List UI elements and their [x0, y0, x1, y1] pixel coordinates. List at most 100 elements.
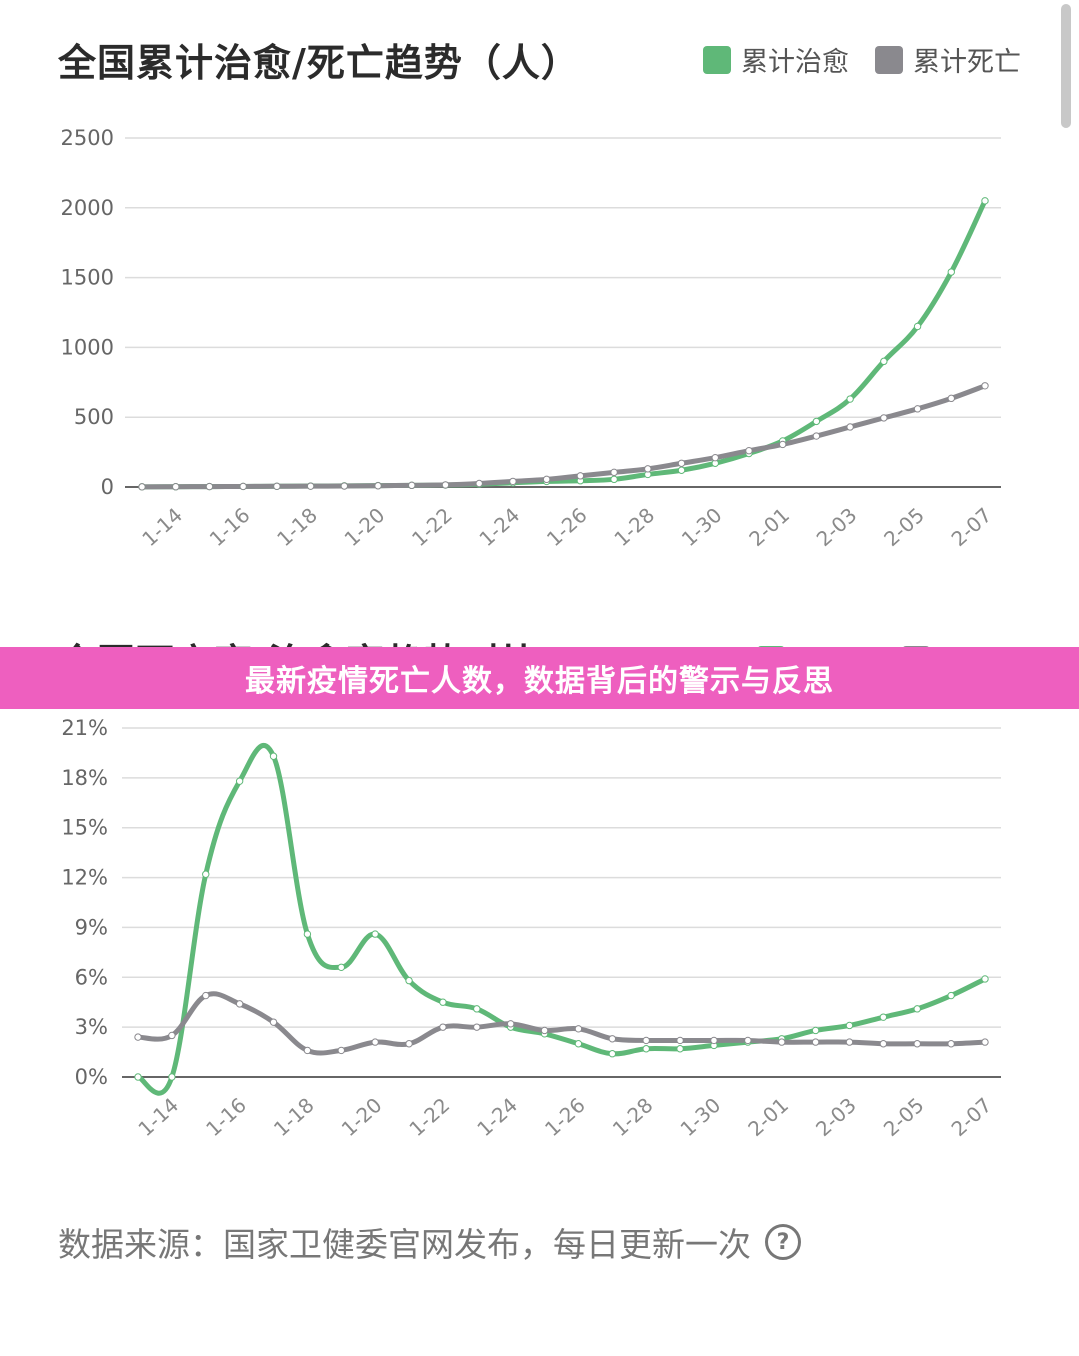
x-tick-label: 2-03 [811, 1093, 861, 1141]
data-point [880, 414, 888, 422]
data-point [303, 1046, 312, 1055]
x-tick-label: 1-22 [407, 503, 457, 551]
data-point [846, 423, 854, 431]
data-point [439, 998, 447, 1006]
x-tick-label: 1-28 [609, 503, 659, 551]
data-point [439, 1023, 447, 1031]
y-tick-label: 0% [75, 1065, 108, 1089]
legend-item-deaths[interactable]: 累计死亡 [875, 40, 1021, 79]
y-tick-label: 3% [75, 1015, 108, 1039]
data-point [642, 1045, 650, 1053]
legend-item-recovered[interactable]: 累计治愈 [703, 40, 849, 79]
data-point [981, 382, 989, 390]
series-line-green [135, 742, 988, 1096]
data-point [269, 752, 278, 760]
data-point [576, 472, 585, 480]
data-point [677, 459, 686, 467]
data-point [947, 268, 955, 276]
x-tick-label: 2-01 [744, 503, 794, 551]
data-point [441, 481, 450, 489]
x-tick-label: 2-03 [812, 503, 862, 551]
data-point [509, 477, 517, 486]
data-point [880, 357, 888, 366]
y-tick-label: 1000 [61, 335, 114, 359]
y-tick-label: 2000 [61, 196, 114, 220]
data-point [374, 482, 382, 490]
data-point [405, 1040, 413, 1048]
scrollbar[interactable] [1061, 4, 1071, 128]
data-point [542, 475, 551, 484]
data-point [306, 482, 315, 490]
data-point [913, 405, 922, 413]
help-icon[interactable]: ? [765, 1224, 801, 1260]
x-tick-label: 1-26 [540, 1093, 590, 1141]
data-point [405, 976, 413, 985]
x-tick-label: 2-07 [947, 1093, 997, 1141]
series-line-green [139, 198, 988, 490]
chart-title: 全国累计治愈/死亡趋势（人） [58, 41, 580, 85]
data-point [134, 1073, 142, 1081]
data-point [676, 1036, 684, 1045]
data-point [506, 1020, 515, 1028]
data-point [138, 483, 146, 491]
x-tick-label: 1-20 [340, 503, 390, 551]
data-point [811, 1038, 820, 1046]
y-tick-label: 21% [61, 716, 108, 740]
data-point [239, 482, 247, 491]
x-tick-label: 1-16 [205, 503, 255, 551]
data-point [273, 482, 281, 491]
x-tick-label: 1-18 [272, 503, 322, 551]
x-tick-label: 1-28 [608, 1093, 658, 1141]
data-point [879, 1040, 888, 1048]
y-tick-label: 15% [61, 816, 108, 840]
data-point [473, 1005, 481, 1013]
data-point [744, 1036, 752, 1045]
y-tick-label: 2500 [61, 126, 114, 150]
data-point [642, 1036, 650, 1045]
data-point [947, 394, 955, 403]
y-tick-label: 0 [101, 475, 114, 499]
data-point [812, 432, 821, 440]
data-point [846, 395, 854, 403]
data-point [337, 963, 345, 972]
data-point [574, 1040, 583, 1048]
data-point [981, 197, 989, 205]
x-tick-label: 1-14 [137, 503, 187, 551]
data-point [608, 1050, 617, 1058]
data-point [812, 417, 821, 426]
data-point [303, 930, 312, 938]
x-tick-label: 1-14 [133, 1093, 183, 1141]
data-point [677, 466, 686, 474]
data-point [778, 440, 787, 449]
cumulative-chart: 全国累计治愈/死亡趋势（人） 累计治愈 累计死亡 0 500 1000 1500 200… [0, 0, 1079, 590]
data-point [205, 482, 214, 491]
data-point [745, 447, 753, 455]
data-point [710, 1036, 718, 1045]
data-point [168, 1073, 176, 1081]
data-point [371, 1038, 379, 1046]
legend-label: 累计治愈 [741, 47, 849, 78]
data-point [845, 1021, 854, 1030]
data-point [540, 1026, 549, 1035]
data-point [608, 1035, 617, 1043]
x-tick-label: 1-16 [201, 1093, 251, 1141]
data-point [337, 1046, 345, 1055]
data-point [610, 468, 618, 477]
data-point [811, 1026, 820, 1035]
data-point [947, 1040, 955, 1048]
data-point [473, 1023, 481, 1031]
source-text: 数据来源：国家卫健委官网发布，每日更新一次 [58, 1225, 751, 1264]
data-point [134, 1033, 142, 1041]
data-point [981, 1038, 989, 1046]
headline-text: 最新疫情死亡人数，数据背后的警示与反思 [245, 664, 834, 699]
y-tick-label: 12% [61, 866, 108, 890]
data-point [913, 1005, 921, 1013]
chart-legend: 累计治愈 累计死亡 [703, 40, 1021, 79]
data-point [845, 1038, 854, 1046]
data-point [574, 1025, 583, 1033]
data-point [947, 991, 955, 1000]
data-point [269, 1018, 278, 1026]
data-point [879, 1013, 888, 1021]
y-tick-label: 6% [75, 965, 108, 989]
data-point [644, 465, 652, 473]
